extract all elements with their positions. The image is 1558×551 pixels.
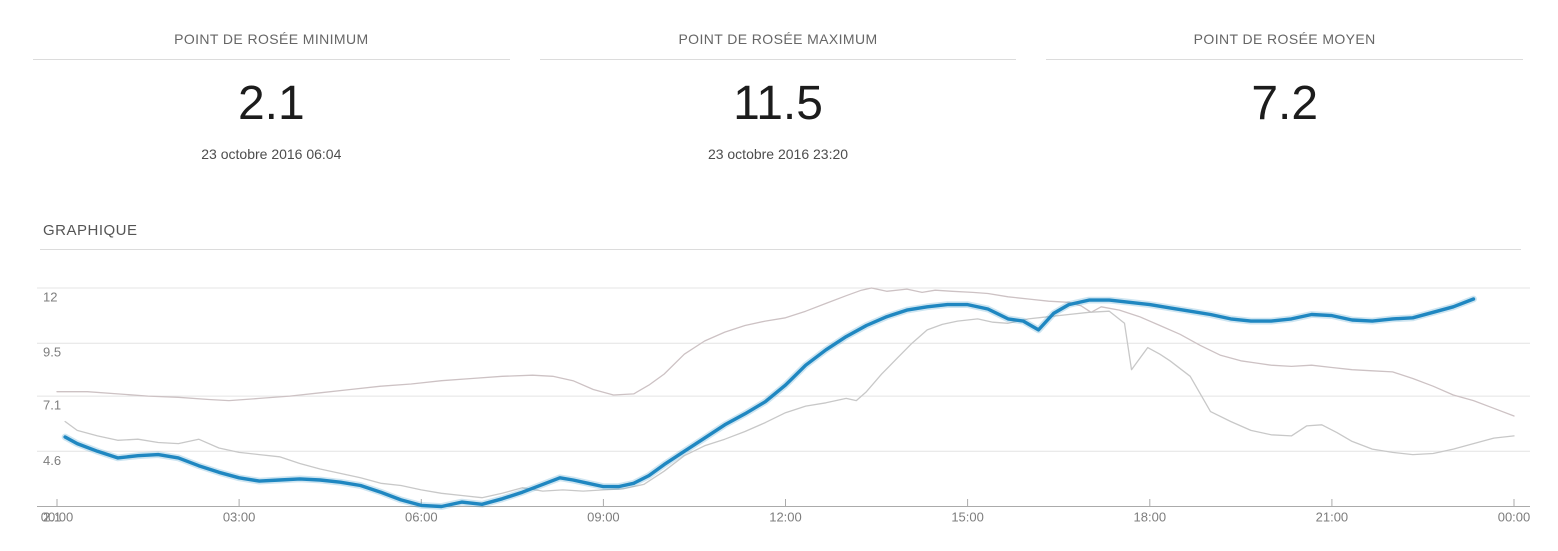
stat-card-dewpoint-mean: POINT DE ROSÉE MOYEN 7.2 (1046, 30, 1524, 164)
x-tick-label: 00:00 (1498, 510, 1531, 525)
divider (539, 59, 1017, 60)
x-tick-label: 06:00 (405, 510, 438, 525)
stat-card-value: 11.5 (733, 77, 823, 130)
divider (1046, 59, 1524, 60)
series-halo-point-de-rosee (61, 295, 1477, 510)
x-tick-label: 12:00 (769, 510, 802, 525)
stat-card-dewpoint-min: POINT DE ROSÉE MINIMUM 2.1 23 octobre 20… (33, 30, 510, 164)
stat-card-title: POINT DE ROSÉE MOYEN (1193, 31, 1376, 47)
divider (33, 59, 510, 60)
y-tick-label: 4.6 (43, 453, 61, 468)
x-tick-label: 03:00 (223, 510, 256, 525)
y-tick-label: 12 (43, 290, 57, 305)
series-line-reference-basse (64, 310, 1515, 499)
y-tick-label: 2.1 (43, 510, 61, 525)
stat-card-timestamp (1046, 144, 1523, 164)
stats-cards-row: POINT DE ROSÉE MINIMUM 2.1 23 octobre 20… (0, 0, 1558, 164)
x-tick-label: 00:00 (41, 510, 74, 525)
graph-section-title: GRAPHIQUE (43, 222, 138, 239)
series-line-point-de-rosee (63, 297, 1476, 509)
stat-card-timestamp: 23 octobre 2016 06:04 (201, 146, 342, 162)
x-tick-label: 15:00 (951, 510, 984, 525)
y-tick-label: 9.5 (43, 345, 61, 360)
series-line-reference-haute (56, 287, 1515, 417)
x-tick-label: 18:00 (1134, 510, 1167, 525)
divider (40, 249, 1521, 250)
graph-section: GRAPHIQUE 2.1 4.6 7.1 9.5 12 00:00 03:00 06:00 0… (0, 222, 1558, 551)
stat-card-title: POINT DE ROSÉE MAXIMUM (678, 31, 878, 47)
x-tick-label: 09:00 (587, 510, 620, 525)
stat-card-value: 7.2 (1251, 77, 1319, 130)
stat-card-value: 2.1 (237, 77, 305, 130)
graph-canvas[interactable]: 2.1 4.6 7.1 9.5 12 00:00 03:00 06:00 09:00 12:00 1… (0, 250, 1558, 551)
y-tick-label: 7.1 (43, 398, 61, 413)
stat-card-dewpoint-max: POINT DE ROSÉE MAXIMUM 11.5 23 octobre 2… (539, 30, 1017, 164)
stat-card-timestamp: 23 octobre 2016 23:20 (707, 146, 849, 162)
x-tick-label: 21:00 (1316, 510, 1349, 525)
stat-card-title: POINT DE ROSÉE MINIMUM (174, 31, 369, 47)
